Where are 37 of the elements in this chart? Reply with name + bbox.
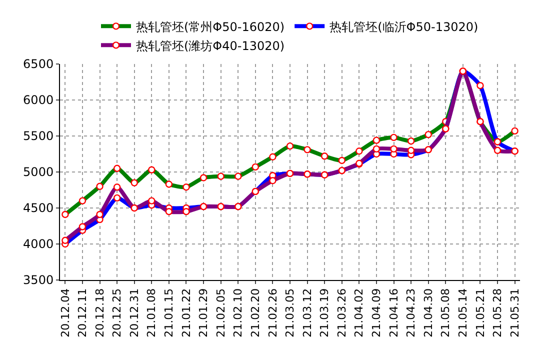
- y-tick-label: 6500: [23, 57, 54, 72]
- x-tick-label: 21.01.29: [197, 288, 210, 338]
- x-tick-label: 21.05.28: [491, 288, 504, 338]
- y-tick-label: 4500: [23, 201, 54, 216]
- x-tick-label: 20.12.18: [93, 288, 106, 338]
- x-tick-label: 21.04.02: [352, 288, 366, 338]
- x-tick-label: 21.05.21: [474, 288, 487, 338]
- x-tick-label: 21.05.31: [508, 288, 522, 338]
- x-tick-label: 21.05.14: [456, 288, 470, 338]
- x-tick-label: 21.02.20: [248, 288, 262, 338]
- x-tick-label: 21.03.05: [284, 288, 297, 338]
- x-tick-label: 21.04.30: [422, 288, 435, 338]
- legend-label: 热轧管坯(常州Φ50-16020): [136, 20, 285, 34]
- x-tick-label: 21.03.19: [318, 288, 332, 338]
- x-tick-label: 21.03.26: [335, 288, 348, 338]
- x-tick-label: 21.03.12: [300, 288, 314, 338]
- legend-label: 热轧管坯(临沂Φ50-13020): [330, 20, 478, 34]
- x-tick-label: 21.01.08: [145, 288, 158, 338]
- x-tick-label: 20.12.04: [58, 288, 72, 338]
- y-tick-label: 5000: [23, 165, 54, 180]
- x-tick-label: 21.01.15: [162, 288, 176, 338]
- x-tick-label: 21.02.05: [214, 288, 228, 338]
- y-tick-label: 4000: [23, 237, 54, 252]
- x-tick-label: 20.12.11: [76, 288, 90, 338]
- x-tick-label: 21.02.26: [266, 288, 280, 338]
- x-tick-label: 21.04.16: [387, 288, 400, 338]
- y-tick-label: 5500: [23, 129, 54, 144]
- x-tick-label: 21.05.08: [439, 288, 452, 338]
- x-tick-label: 21.01.22: [180, 288, 193, 338]
- x-tick-label: 21.02.10: [232, 288, 245, 338]
- x-tick-label: 20.12.25: [110, 288, 124, 338]
- y-tick-label: 6000: [23, 93, 54, 108]
- y-tick-label: 3500: [23, 273, 54, 288]
- x-tick-label: 21.04.23: [404, 288, 418, 338]
- x-tick-label: 21.04.09: [370, 288, 384, 338]
- x-tick-label: 20.12.31: [128, 288, 141, 338]
- legend-label: 热轧管坯(潍坊Φ40-13020): [136, 38, 285, 53]
